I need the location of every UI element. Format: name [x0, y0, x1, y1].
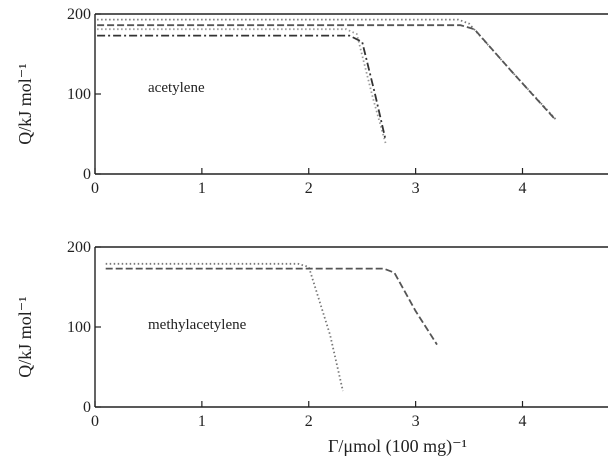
chart-panel-acetylene: 0 1 2 3 4 0 100 200 Q/kJ mol⁻¹ acetylene: [15, 6, 608, 197]
series-line-1: [105, 267, 438, 346]
y-axis-title: Q/kJ mol⁻¹: [15, 296, 35, 377]
x-tick-label: 1: [198, 413, 206, 430]
x-tick-label: 0: [91, 180, 99, 197]
x-tick-label: 0: [91, 413, 99, 430]
x-tick-label: 3: [412, 413, 420, 430]
y-tick-label: 100: [67, 86, 91, 103]
y-tick-label: 200: [67, 6, 91, 23]
x-tick-label: 2: [305, 413, 313, 430]
y-axis-title: Q/kJ mol⁻¹: [15, 63, 35, 144]
x-tick-label: 3: [412, 180, 420, 197]
series-annotation: methylacetylene: [148, 317, 247, 333]
y-tick-label: 100: [67, 319, 91, 336]
series-line-2: [97, 28, 387, 144]
x-tick-label: 4: [519, 180, 527, 197]
x-axis-title: Γ/μmol (100 mg)⁻¹: [328, 436, 467, 457]
chart-panel-methylacetylene: 0 1 2 3 4 0 100 200 Q/kJ mol⁻¹ Γ/μmol (100 mg)⁻¹ m…: [15, 239, 608, 457]
x-tick-label: 1: [198, 180, 206, 197]
series-line-3: [97, 34, 387, 141]
series-line-0: [105, 262, 344, 392]
y-tick-label: 0: [83, 399, 91, 416]
y-tick-label: 0: [83, 166, 91, 183]
y-tick-label: 200: [67, 239, 91, 256]
series-line-1: [97, 24, 556, 120]
x-tick-label: 4: [519, 413, 527, 430]
series-annotation: acetylene: [148, 80, 205, 96]
series-line-0: [97, 18, 558, 122]
x-tick-label: 2: [305, 180, 313, 197]
